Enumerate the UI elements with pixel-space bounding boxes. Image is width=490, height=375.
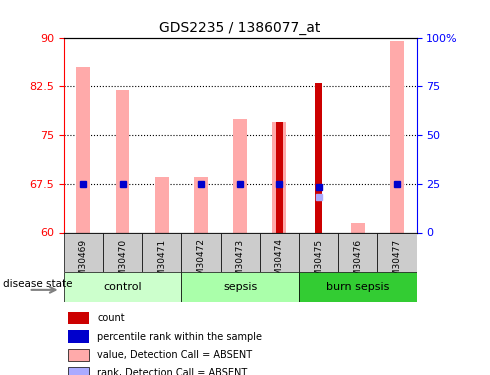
Text: GSM30472: GSM30472 [196,238,205,287]
Text: GSM30474: GSM30474 [275,238,284,287]
FancyBboxPatch shape [142,232,181,272]
Bar [68,367,89,375]
Text: disease state: disease state [3,279,73,289]
Text: GSM30477: GSM30477 [392,238,401,288]
Bar [68,330,89,343]
Text: value, Detection Call = ABSENT: value, Detection Call = ABSENT [97,350,252,360]
Text: control: control [103,282,142,292]
FancyBboxPatch shape [220,232,260,272]
Title: GDS2235 / 1386077_at: GDS2235 / 1386077_at [159,21,321,35]
Bar [68,312,89,324]
Bar [275,122,283,232]
FancyBboxPatch shape [181,232,221,272]
Bar [272,122,286,232]
FancyBboxPatch shape [260,232,299,272]
Bar [390,41,404,232]
Text: GSM30469: GSM30469 [79,238,88,288]
Bar [116,90,129,232]
Text: GSM30475: GSM30475 [314,238,323,288]
Text: GSM30476: GSM30476 [353,238,362,288]
Bar [351,223,365,232]
Text: GSM30473: GSM30473 [236,238,245,288]
FancyBboxPatch shape [103,232,142,272]
Bar [155,177,169,232]
FancyBboxPatch shape [299,232,338,272]
Bar [194,177,208,232]
Text: percentile rank within the sample: percentile rank within the sample [97,332,262,342]
Bar [68,349,89,361]
Text: count: count [97,313,124,323]
Text: sepsis: sepsis [223,282,257,292]
Text: GSM30470: GSM30470 [118,238,127,288]
Bar [315,83,322,232]
Bar [233,119,247,232]
Text: GSM30471: GSM30471 [157,238,166,288]
FancyBboxPatch shape [181,272,299,302]
Text: burn sepsis: burn sepsis [326,282,390,292]
Bar [76,67,90,232]
FancyBboxPatch shape [377,232,416,272]
FancyBboxPatch shape [64,272,181,302]
Text: rank, Detection Call = ABSENT: rank, Detection Call = ABSENT [97,368,247,375]
FancyBboxPatch shape [64,232,103,272]
FancyBboxPatch shape [299,272,416,302]
FancyBboxPatch shape [338,232,377,272]
